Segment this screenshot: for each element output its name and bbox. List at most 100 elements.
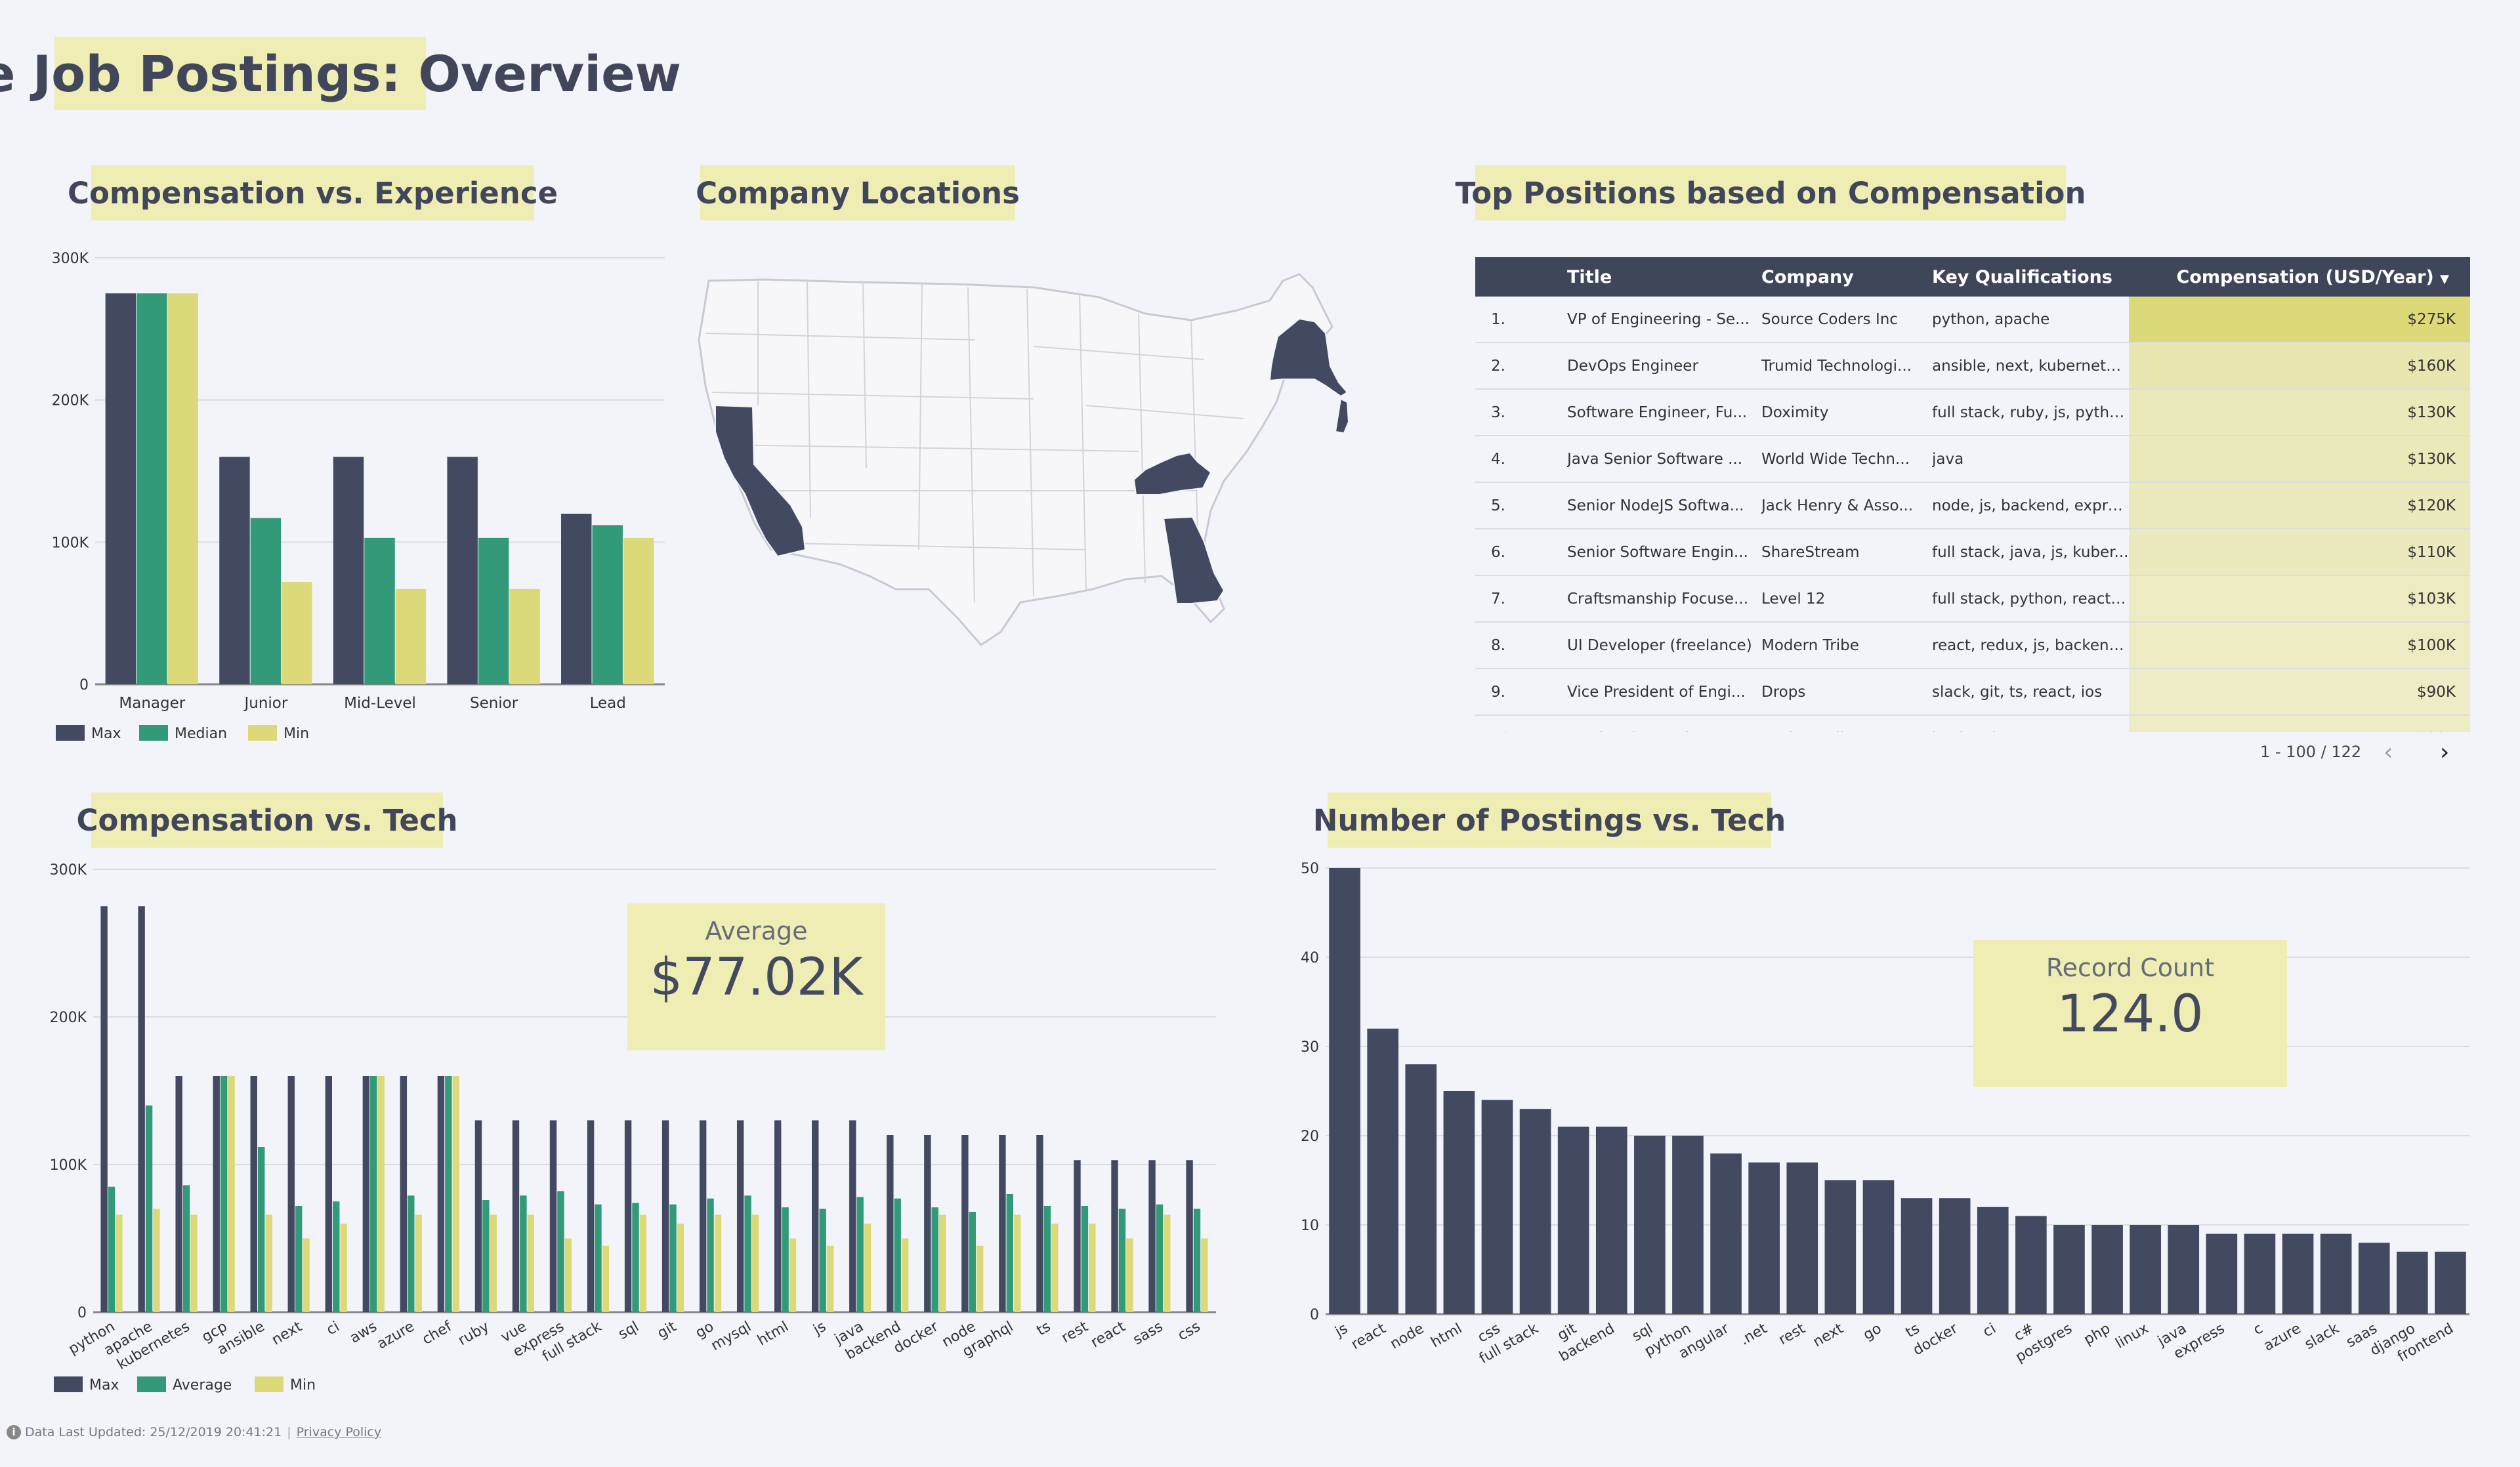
bar[interactable] [108, 1186, 116, 1312]
bar[interactable] [1118, 1209, 1126, 1313]
bar[interactable] [1710, 1153, 1742, 1314]
bar[interactable] [116, 1214, 123, 1313]
bar[interactable] [1014, 1214, 1021, 1313]
bar[interactable] [699, 1120, 707, 1313]
bar[interactable] [2091, 1225, 2123, 1314]
table-row[interactable]: 4. Java Senior Software ... World Wide Tec… [1475, 436, 2470, 483]
bar[interactable] [744, 1195, 751, 1312]
bar[interactable] [377, 1076, 385, 1312]
bar[interactable] [1367, 1028, 1398, 1314]
bar[interactable] [677, 1224, 684, 1312]
bar[interactable] [400, 1076, 408, 1312]
bar[interactable] [2435, 1251, 2466, 1314]
bar[interactable] [1089, 1224, 1096, 1312]
bar[interactable] [969, 1212, 976, 1312]
bar[interactable] [592, 525, 623, 684]
bar[interactable] [849, 1120, 856, 1313]
bar[interactable] [1748, 1162, 1780, 1314]
bar[interactable] [145, 1105, 153, 1312]
bar[interactable] [1043, 1206, 1051, 1312]
bar[interactable] [1824, 1180, 1857, 1314]
bar[interactable] [557, 1191, 564, 1313]
table-row[interactable]: 2. DevOps Engineer Trumid Technologi... ans… [1475, 342, 2470, 390]
bar[interactable] [2320, 1233, 2352, 1314]
bar[interactable] [632, 1203, 639, 1313]
bar[interactable] [250, 518, 282, 685]
bar[interactable] [1164, 1214, 1171, 1313]
bar[interactable] [856, 1197, 864, 1313]
us-map[interactable] [692, 268, 1434, 701]
bar[interactable] [257, 1147, 265, 1312]
bar[interactable] [1595, 1126, 1628, 1314]
top-positions-table[interactable]: Title Company Key Qualifications Compens… [1475, 257, 2470, 732]
bar[interactable] [509, 589, 540, 684]
bar[interactable] [999, 1135, 1006, 1312]
bar[interactable] [153, 1209, 160, 1313]
bar[interactable] [1156, 1204, 1164, 1312]
bar[interactable] [303, 1238, 310, 1313]
bar[interactable] [370, 1076, 377, 1312]
table-row[interactable]: 3. Software Engineer, Fu... Doximity full s… [1475, 389, 2470, 436]
table-row[interactable]: 8. UI Developer (freelance) Modern Tribe re… [1475, 622, 2470, 669]
bar[interactable] [167, 293, 198, 685]
bar[interactable] [482, 1200, 490, 1312]
bar[interactable] [624, 1120, 632, 1313]
bar[interactable] [1006, 1194, 1014, 1312]
bar[interactable] [1862, 1180, 1895, 1314]
bar[interactable] [2130, 1225, 2161, 1314]
bar[interactable] [1148, 1160, 1156, 1312]
bar[interactable] [774, 1120, 782, 1313]
col-title[interactable]: Title [1567, 257, 1761, 297]
bar[interactable] [714, 1214, 722, 1313]
chevron-left-icon[interactable]: ‹ [2384, 739, 2393, 766]
bar[interactable] [931, 1207, 938, 1312]
col-key-qualifications[interactable]: Key Qualifications [1932, 257, 2129, 297]
bar[interactable] [924, 1135, 931, 1312]
bar[interactable] [669, 1204, 677, 1312]
bar[interactable] [812, 1120, 819, 1313]
bar[interactable] [1405, 1064, 1437, 1314]
bar[interactable] [1672, 1136, 1704, 1314]
bar[interactable] [265, 1214, 272, 1313]
bar[interactable] [789, 1238, 797, 1313]
bar[interactable] [2244, 1233, 2276, 1314]
bar[interactable] [1074, 1160, 1081, 1312]
bar[interactable] [340, 1224, 347, 1312]
table-row[interactable]: 6. Senior Software Engin... ShareStream ful… [1475, 529, 2470, 576]
bar[interactable] [2053, 1225, 2085, 1314]
bar[interactable] [736, 1120, 744, 1313]
bar[interactable] [2206, 1233, 2238, 1314]
bar[interactable] [228, 1076, 235, 1312]
bar[interactable] [490, 1214, 497, 1313]
bar[interactable] [512, 1120, 520, 1313]
bar[interactable] [445, 1076, 452, 1312]
bar[interactable] [1051, 1224, 1059, 1312]
bar[interactable] [782, 1207, 789, 1312]
bar[interactable] [623, 537, 654, 684]
bar[interactable] [1036, 1135, 1043, 1312]
bar[interactable] [602, 1245, 610, 1312]
bar[interactable] [362, 1076, 370, 1312]
bar[interactable] [213, 1076, 220, 1312]
bar[interactable] [333, 457, 364, 684]
col-company[interactable]: Company [1761, 257, 1932, 297]
bar[interactable] [587, 1120, 595, 1313]
bar[interactable] [105, 293, 136, 685]
bar[interactable] [1519, 1109, 1551, 1314]
bar[interactable] [520, 1195, 527, 1312]
bar[interactable] [564, 1238, 572, 1313]
bar[interactable] [527, 1214, 534, 1313]
bar[interactable] [976, 1245, 984, 1312]
bar[interactable] [2015, 1216, 2047, 1314]
bar[interactable] [826, 1245, 834, 1312]
bar[interactable] [136, 293, 167, 685]
bar[interactable] [2168, 1225, 2200, 1314]
bar[interactable] [325, 1076, 333, 1312]
table-row[interactable]: 9. Vice President of Engi... Drops slack, g… [1475, 669, 2470, 716]
privacy-policy-link[interactable]: Privacy Policy [296, 1425, 382, 1439]
bar[interactable] [662, 1120, 669, 1313]
bar[interactable] [220, 1076, 228, 1312]
bar[interactable] [595, 1204, 602, 1312]
bar[interactable] [182, 1185, 190, 1313]
